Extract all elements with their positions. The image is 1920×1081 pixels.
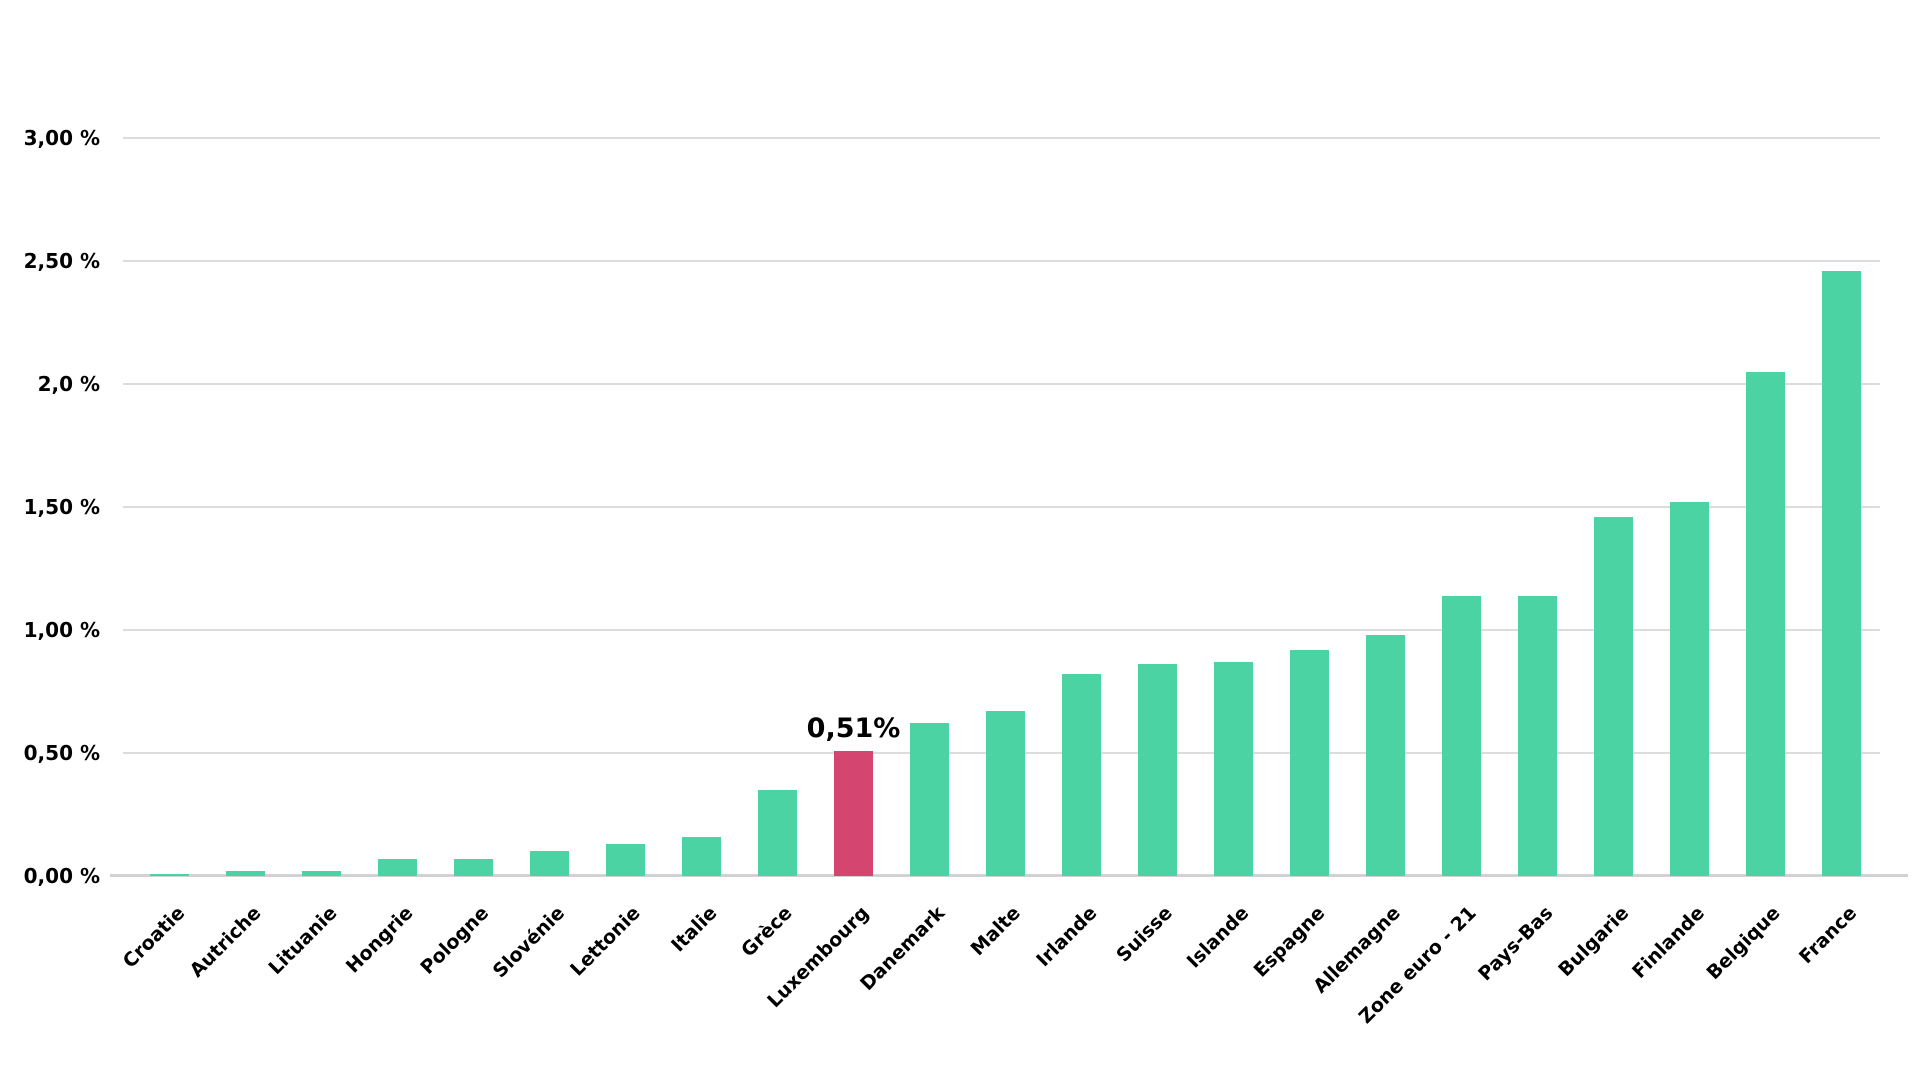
bar-luxembourg [834,750,873,876]
y-tick-label: 0,00 % [23,864,100,888]
x-axis-label: Croatie [118,902,190,973]
bar-france [1822,270,1861,876]
bar-belgique [1746,371,1785,876]
bar-danemark [910,723,949,876]
y-tick-label: 2,50 % [23,249,100,273]
x-axis-label: Bulgarie [1554,902,1634,981]
bar-bulgarie [1594,516,1633,876]
bar-gr-ce [758,789,797,876]
y-tick-label: 1,00 % [23,618,100,642]
y-tick-label: 0,50 % [23,741,100,765]
bar-pays-bas [1518,595,1557,876]
bar-zone-euro-21 [1442,595,1481,876]
highlight-value-label: 0,51% [806,712,901,744]
y-tick-label: 1,50 % [23,495,100,519]
bar-croatie [150,873,189,876]
y-tick-label: 2,0 % [37,372,100,396]
gridline [123,629,1880,631]
bar-espagne [1290,649,1329,876]
x-axis-label: Hongrie [341,902,418,978]
x-axis-label: Grèce [737,902,798,962]
bar-malte [986,711,1025,876]
gridline [123,260,1880,262]
x-axis-label: Autriche [185,902,266,982]
x-axis-label: Espagne [1249,902,1330,982]
gridline [123,137,1880,139]
bar-islande [1214,661,1253,876]
bar-lettonie [606,844,645,876]
bar-italie [682,836,721,876]
gridline [123,383,1880,385]
bar-hongrie [378,858,417,876]
x-axis-label: Belgique [1703,902,1786,985]
x-axis-label: Italie [666,902,722,957]
bar-pologne [454,858,493,876]
x-axis-label: Slovénie [488,902,570,983]
bar-irlande [1062,674,1101,876]
x-axis-label: Malte [966,902,1026,961]
bar-finlande [1670,502,1709,876]
bar-suisse [1138,664,1177,876]
x-axis-label: Irlande [1031,902,1102,972]
bar-slov-nie [530,851,569,876]
x-axis-label: Islande [1182,902,1254,973]
y-tick-label: 3,00 % [23,126,100,150]
x-axis-label: Finlande [1628,902,1710,983]
x-axis-label: Pays-Bas [1473,902,1558,986]
x-axis-label: Suisse [1112,902,1178,967]
bar-autriche [226,871,265,876]
bar-lituanie [302,871,341,876]
x-axis-label: France [1794,902,1862,969]
x-axis-label: Lituanie [263,902,342,980]
x-axis-label: Pologne [416,902,494,979]
x-axis-label: Lettonie [566,902,646,981]
gridline [123,506,1880,508]
bar-allemagne [1366,634,1405,876]
